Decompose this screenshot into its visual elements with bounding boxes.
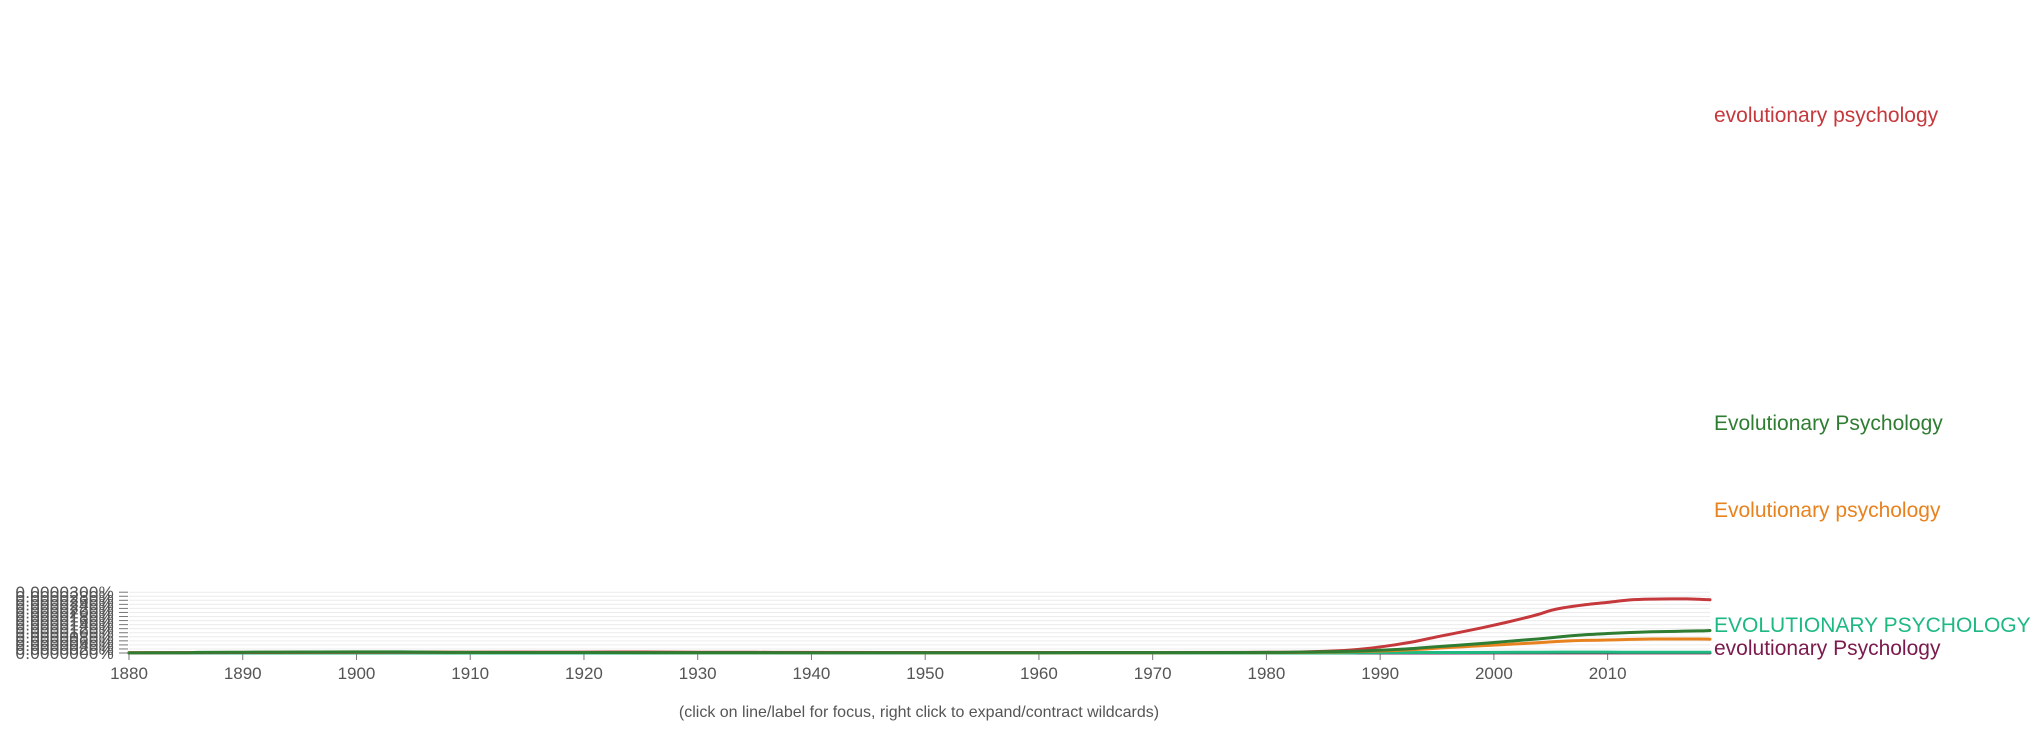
- x-tick-label: 2010: [1589, 664, 1627, 683]
- series-label-3[interactable]: EVOLUTIONARY PSYCHOLOGY: [1714, 614, 2031, 637]
- x-axis: 1880 1890 1900 1910 1920 1930 1940 1950 1960 1970…: [110, 652, 1710, 683]
- x-tick-label: 1960: [1020, 664, 1058, 683]
- series-line-1[interactable]: [127, 629, 1712, 655]
- y-tick-label: 0.0000240%: [16, 595, 114, 614]
- x-tick-label: 1990: [1361, 664, 1399, 683]
- y-tick-label: 0.0000280%: [16, 587, 114, 606]
- x-tick-label: 1980: [1247, 664, 1285, 683]
- series-label-2[interactable]: Evolutionary psychology: [1714, 499, 1941, 522]
- x-tick-label: 2000: [1475, 664, 1513, 683]
- x-tick-label: 1900: [338, 664, 376, 683]
- x-tick-label: 1940: [793, 664, 831, 683]
- y-tick-label: 0.0000120%: [16, 620, 114, 639]
- x-tick-label: 1950: [906, 664, 944, 683]
- chart-hint: (click on line/label for focus, right cl…: [678, 704, 1160, 721]
- y-tick-label: 0.0000060%: [16, 632, 114, 651]
- series-lines[interactable]: [127, 597, 1712, 655]
- y-tick-label: 0.0000140%: [16, 616, 114, 635]
- y-tick-label: 0.0000180%: [16, 608, 114, 627]
- y-axis: 0.0000000%0.0000020%0.0000040%0.0000060%…: [16, 583, 128, 663]
- x-tick-label: 1920: [565, 664, 603, 683]
- x-tick-label: 1970: [1134, 664, 1172, 683]
- x-tick-label: 1890: [224, 664, 262, 683]
- x-tick-label: 1930: [679, 664, 717, 683]
- y-tick-label: 0.0000220%: [16, 599, 114, 618]
- y-tick-label: 0.0000160%: [16, 612, 114, 631]
- x-tick-label: 1880: [110, 664, 148, 683]
- y-tick-label: 0.0000080%: [16, 628, 114, 647]
- series-label-1[interactable]: Evolutionary Psychology: [1714, 412, 1943, 435]
- x-tick-label: 1910: [451, 664, 489, 683]
- y-tick-label: 0.0000020%: [16, 640, 114, 659]
- y-tick-label: 0.0000100%: [16, 624, 114, 643]
- series-label-0[interactable]: evolutionary psychology: [1714, 104, 1939, 127]
- y-tick-label: 0.0000000%: [16, 644, 114, 663]
- series-label-4[interactable]: evolutionary Psychology: [1714, 637, 1941, 660]
- y-tick-label: 0.0000200%: [16, 603, 114, 622]
- series-labels[interactable]: evolutionary psychology Evolutionary Psyc…: [1714, 104, 2031, 660]
- y-tick-label: 0.0000260%: [16, 591, 114, 610]
- y-tick-label: 0.0000040%: [16, 636, 114, 655]
- grid-lines: [129, 591, 1710, 650]
- y-tick-label: 0.0000300%: [16, 583, 114, 602]
